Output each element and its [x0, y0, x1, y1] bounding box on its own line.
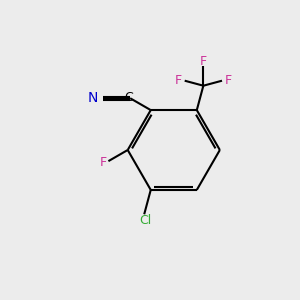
Text: N: N [88, 91, 98, 105]
Text: F: F [224, 74, 232, 87]
Text: F: F [100, 156, 106, 169]
Text: C: C [124, 91, 133, 104]
Text: Cl: Cl [140, 214, 152, 227]
Text: F: F [200, 55, 207, 68]
Text: F: F [175, 74, 182, 87]
